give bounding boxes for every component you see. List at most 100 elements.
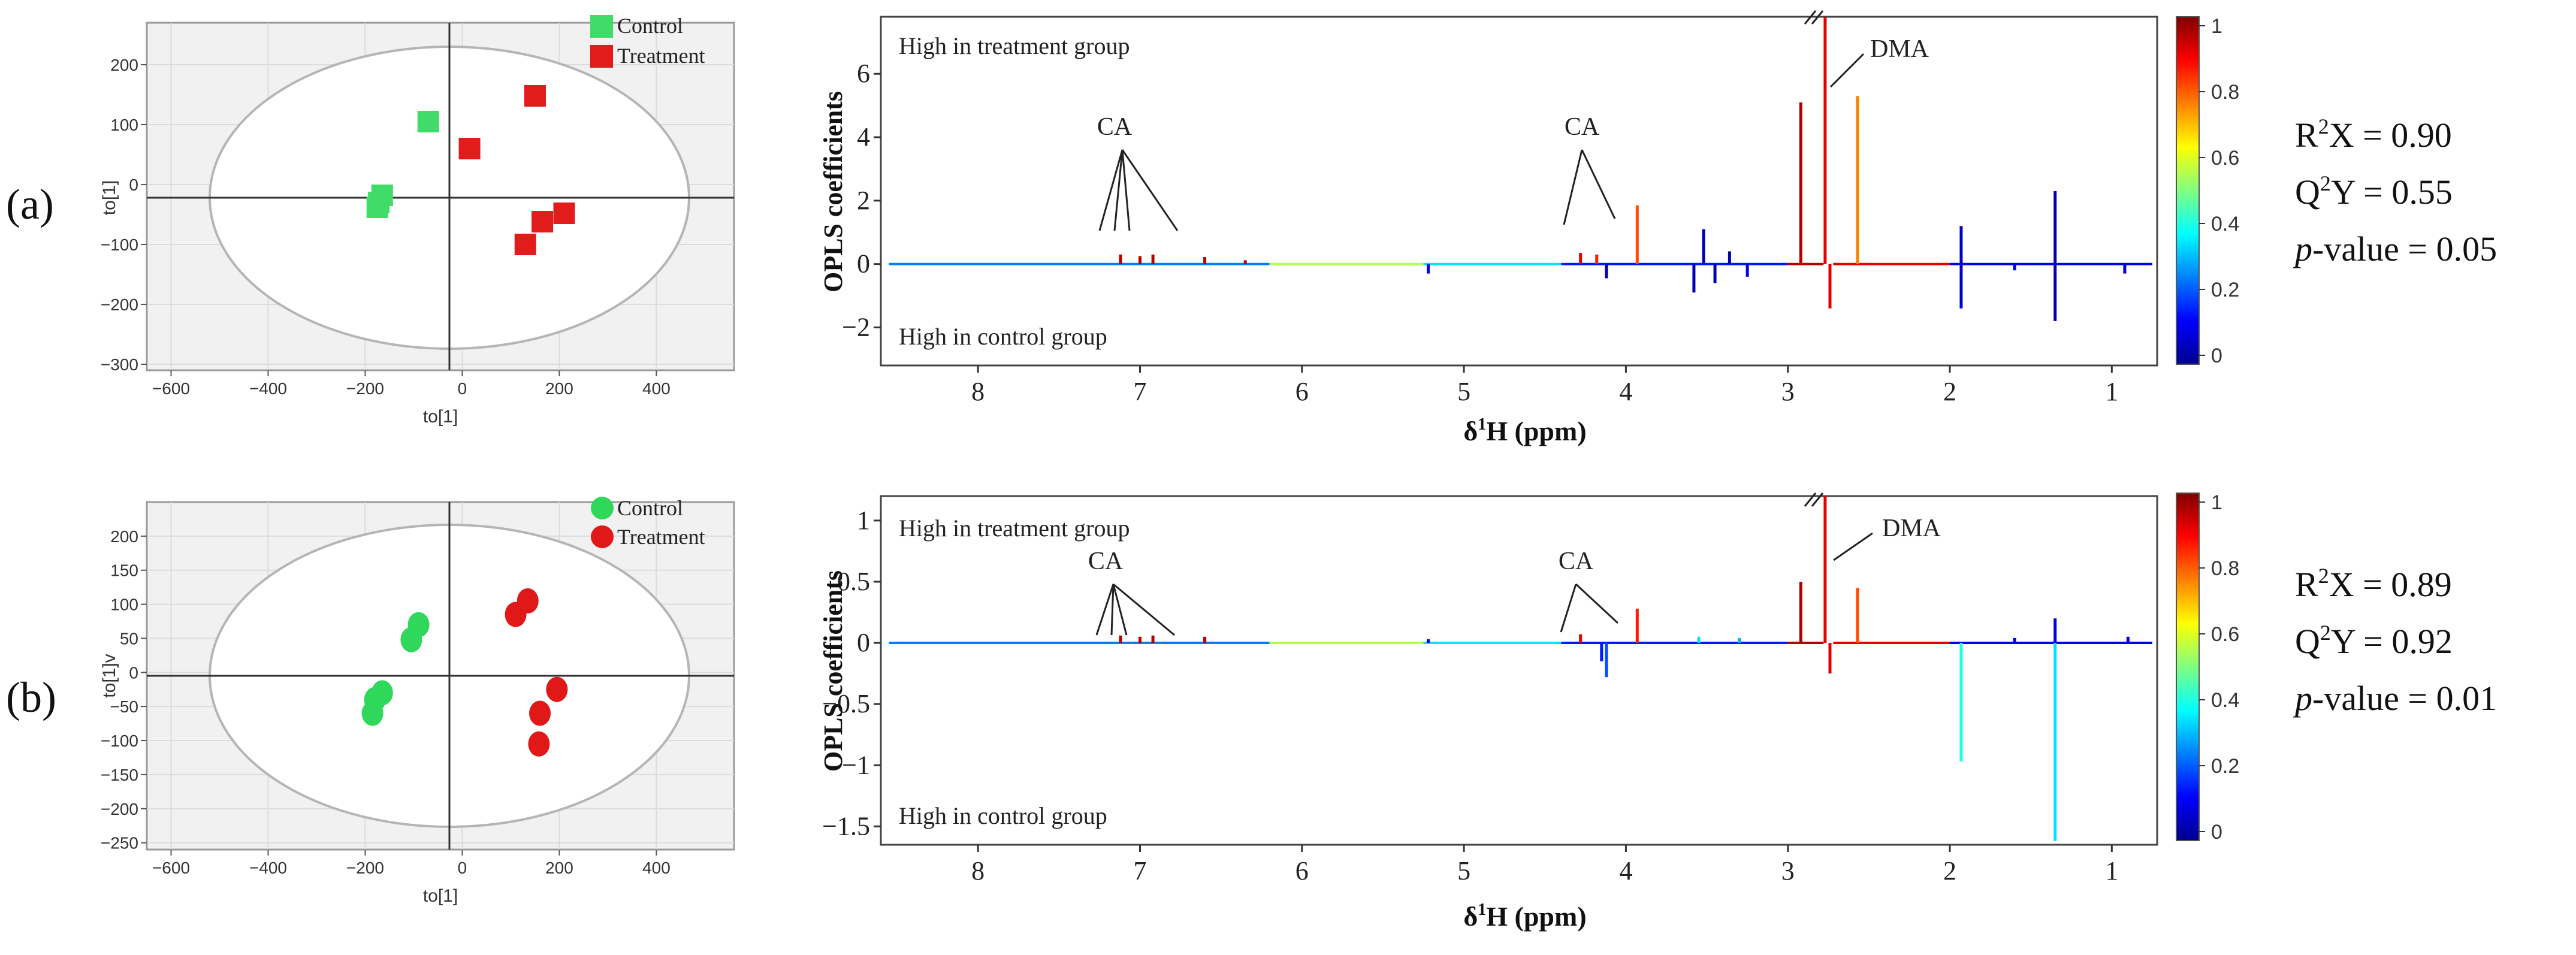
colorbar-tick-label: 0 [2211, 344, 2222, 367]
legend-treatment-marker [590, 45, 613, 68]
loadings-spectrum [889, 496, 2152, 841]
loadings-spectrum [889, 17, 2152, 321]
colorbar-tick-label: 0.6 [2211, 623, 2239, 646]
loadings-ticks: 8 7 6 5 4 3 2 1 1 0.5 0 −0.5 −1 −1.5 [822, 506, 2118, 886]
score-point-control [366, 197, 388, 218]
y-tick-label: 0 [129, 663, 138, 682]
x-tick-label: 2 [1943, 377, 1956, 406]
x-tick-label: 3 [1781, 856, 1795, 886]
x-tick-label: 0 [458, 859, 467, 877]
stat-r2x: R2X = 0.89 [2295, 564, 2452, 604]
score-y-label: to[1] [99, 180, 119, 215]
panel-a: (a) −600 −400 −200 0 200 4002001000−100−200−3… [6, 10, 2497, 446]
x-tick-label: −200 [346, 859, 384, 877]
stats: R2X = 0.90 Q2Y = 0.55 p-value = 0.05 [2293, 114, 2497, 268]
colorbar-tick-label: 0.8 [2211, 557, 2239, 580]
x-tick-label: 3 [1781, 377, 1795, 406]
y-tick-label: −1.5 [822, 811, 870, 841]
scores-plot: −600 −400 −200 0 200 400 200 100 0 −100 −200 −300 t… [99, 14, 735, 427]
score-ticks: −600 −400 −200 0 200 400 200 100 0 −100 −200 −300 [101, 56, 671, 398]
score-point-treatment [505, 602, 527, 627]
x-tick-label: 2 [1943, 856, 1956, 886]
score-point-treatment [524, 85, 546, 107]
x-tick-label: 200 [545, 379, 573, 398]
y-tick-label: 0 [857, 628, 870, 657]
axis-break [1804, 10, 1824, 25]
colorbar-ticks: 1 0.8 0.6 0.4 0.2 0 [2199, 15, 2239, 367]
x-tick-label: 1 [2105, 377, 2118, 406]
y-tick-label: 0.5 [837, 567, 870, 596]
loadings-plot: High in treatment group High in control … [819, 10, 2239, 446]
x-tick-label: −400 [249, 379, 287, 398]
score-point-treatment [529, 700, 551, 726]
panel-label: (a) [6, 180, 54, 228]
colorbar-tick-label: 0.6 [2211, 147, 2239, 170]
colorbar-ticks: 1 0.8 0.6 0.4 0.2 0 [2199, 491, 2239, 844]
stat-r2x: R2X = 0.90 [2295, 114, 2452, 155]
annotation-ca-2-leaders [1560, 583, 1619, 633]
annotation-ca-1-leaders [1095, 583, 1175, 636]
y-tick-label: −200 [101, 295, 138, 314]
y-tick-label: −1 [842, 750, 870, 779]
y-tick-label: −250 [101, 834, 138, 853]
x-tick-label: −600 [152, 859, 190, 877]
annotation-dma-leader [1829, 53, 1865, 88]
loadings-ticks: 8 7 6 5 4 3 2 1 6 4 2 0 −2 [842, 59, 2118, 406]
y-tick-label: 200 [110, 56, 138, 74]
x-tick-label: 4 [1619, 377, 1632, 406]
x-tick-label: −400 [249, 859, 287, 877]
stat-p-value: p-value = 0.01 [2293, 679, 2497, 718]
stat-q2y: Q2Y = 0.92 [2295, 621, 2453, 661]
y-tick-label: 100 [110, 596, 138, 614]
colorbar-tick-label: 0.2 [2211, 755, 2239, 778]
colorbar-tick-label: 0.4 [2211, 213, 2239, 235]
x-tick-label: 200 [545, 859, 573, 877]
legend-treatment-marker [591, 525, 614, 548]
x-tick-label: 7 [1133, 377, 1146, 406]
x-tick-label: 4 [1619, 856, 1632, 886]
text-high-treatment: High in treatment group [899, 515, 1130, 542]
annotation-ca-2-leaders [1563, 149, 1616, 225]
score-x-label: to[1] [423, 407, 458, 427]
loadings-plot-area [880, 495, 2158, 846]
annotation-ca-2: CA [1565, 113, 1600, 141]
panel-label: (b) [6, 673, 56, 721]
y-tick-label: −150 [101, 766, 138, 784]
x-tick-label: 6 [1295, 377, 1309, 406]
annotation-dma-leader [1833, 532, 1873, 561]
annotation-ca-1: CA [1088, 548, 1124, 575]
colorbar-tick-label: 1 [2211, 491, 2222, 514]
x-tick-label: −200 [346, 379, 384, 398]
score-x-label: to[1] [423, 886, 458, 906]
legend-control: Control [617, 14, 683, 38]
loadings-plot-area [880, 16, 2158, 367]
colorbar [2176, 16, 2200, 365]
score-point-treatment [514, 234, 536, 255]
x-tick-label: 0 [458, 379, 467, 398]
score-point-treatment [531, 211, 554, 232]
score-point-control [417, 111, 439, 132]
y-tick-label: 4 [857, 122, 870, 152]
y-tick-label: 6 [857, 59, 870, 88]
axis-break [1804, 492, 1824, 507]
colorbar-tick-label: 0.4 [2211, 689, 2239, 712]
x-tick-label: 400 [642, 859, 671, 877]
y-tick-label: 0 [129, 176, 138, 194]
stats: R2X = 0.89 Q2Y = 0.92 p-value = 0.01 [2293, 564, 2497, 718]
colorbar-tick-label: 0.2 [2211, 279, 2239, 301]
annotation-dma: DMA [1870, 35, 1929, 63]
x-tick-label: 7 [1133, 856, 1146, 886]
score-y-label: to[1]v [99, 654, 119, 697]
colorbar-tick-label: 1 [2211, 15, 2222, 38]
legend-control-marker [590, 15, 613, 38]
x-tick-label: −600 [152, 379, 190, 398]
y-tick-label: −100 [101, 732, 138, 750]
y-tick-label: 100 [110, 116, 138, 134]
loadings-y-label: OPLS coefficients [819, 570, 848, 772]
legend-control: Control [617, 496, 683, 520]
y-tick-label: 2 [857, 186, 870, 215]
stat-q2y: Q2Y = 0.55 [2295, 171, 2453, 211]
score-point-treatment [458, 138, 481, 159]
loadings-x-label: δ1H (ppm) [1463, 900, 1586, 932]
